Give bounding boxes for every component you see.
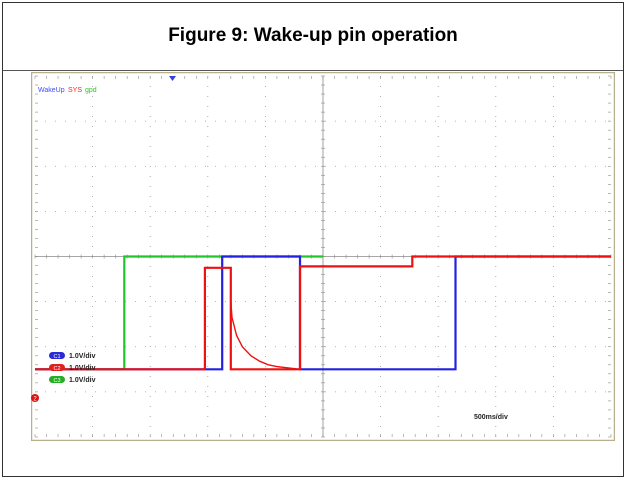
channel-badge-c1: [49, 352, 65, 359]
ground-marker-label: 2: [33, 397, 37, 403]
trace-red-decay: [230, 301, 301, 370]
figure-header: Figure 9: Wake-up pin operation: [3, 3, 623, 71]
ground-marker-icon: [31, 394, 39, 402]
channel-badge-c1-label: C1: [53, 354, 60, 360]
channel-badge-c2: [49, 364, 65, 371]
channel-badge-c2-label: C2: [53, 366, 60, 372]
figure-title: Figure 9: Wake-up pin operation: [168, 25, 458, 46]
trace-red: [35, 255, 611, 371]
channel-badge-c3-label: C3: [53, 378, 60, 384]
traces: [35, 255, 611, 371]
channel-scale-c3: 1.0V/div: [69, 377, 96, 384]
top-label-wakeup: WakeUp: [38, 87, 65, 94]
channel-scale-c2: 1.0V/div: [69, 365, 96, 372]
grid: [34, 75, 612, 438]
figure-frame: Figure 9: Wake-up pin operation WakeUp S…: [2, 2, 624, 477]
channel-badge-c3: [49, 376, 65, 383]
trigger-marker-icon: [169, 76, 176, 81]
channel-legend: C1 1.0V/div C2 1.0V/div C3 1.0V/div: [49, 352, 96, 384]
top-label-gpd: gpd: [85, 87, 97, 94]
channel-scale-c1: 1.0V/div: [69, 353, 96, 360]
overlay: WakeUp SYS gpd C1 1.0V/div C2 1.0V/div C…: [31, 76, 508, 421]
top-label-sys: SYS: [68, 87, 82, 94]
timebase-label: 500ms/div: [474, 414, 508, 421]
oscilloscope-chart: WakeUp SYS gpd C1 1.0V/div C2 1.0V/div C…: [31, 72, 615, 441]
